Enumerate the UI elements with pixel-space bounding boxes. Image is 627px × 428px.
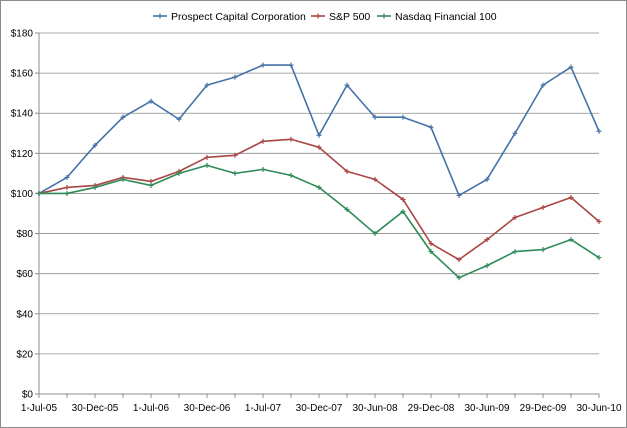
- legend-label: Prospect Capital Corporation: [171, 11, 306, 23]
- series-lines: [36, 62, 602, 281]
- data-point: [428, 249, 434, 255]
- data-point: [36, 190, 42, 196]
- x-tick-label: 29-Dec-08: [408, 403, 455, 414]
- data-point: [484, 263, 490, 269]
- x-tick-label: 1-Jul-07: [245, 403, 282, 414]
- data-point: [428, 124, 434, 130]
- series-line-2: [39, 164, 600, 279]
- x-tick-label: 1-Jul-06: [133, 403, 170, 414]
- data-point: [204, 162, 210, 168]
- data-point: [484, 176, 490, 182]
- legend-item: Nasdaq Financial 100: [377, 11, 497, 23]
- data-point: [176, 116, 182, 122]
- data-point: [428, 241, 434, 247]
- y-tick-label: $40: [16, 309, 33, 320]
- data-point: [400, 196, 406, 202]
- data-point: [540, 82, 546, 88]
- legend-item: S&P 500: [311, 11, 370, 23]
- data-point: [92, 184, 98, 190]
- data-point: [512, 130, 518, 136]
- data-point: [400, 208, 406, 214]
- y-tick-label: $100: [11, 189, 34, 200]
- data-point: [540, 204, 546, 210]
- x-tick-label: 29-Dec-09: [520, 403, 567, 414]
- data-point: [372, 231, 378, 237]
- data-point: [512, 215, 518, 221]
- data-point: [568, 194, 574, 200]
- data-point: [484, 237, 490, 243]
- legend-item: Prospect Capital Corporation: [153, 11, 306, 23]
- x-tick-label: 30-Jun-09: [464, 403, 509, 414]
- data-point: [148, 182, 154, 188]
- data-point: [344, 206, 350, 212]
- data-point: [204, 82, 210, 88]
- data-point: [596, 128, 602, 134]
- x-tick-label: 30-Dec-06: [184, 403, 231, 414]
- data-point: [232, 170, 238, 176]
- data-point: [288, 172, 294, 178]
- x-tick-label: 30-Dec-07: [296, 403, 343, 414]
- y-tick-label: $140: [11, 109, 34, 120]
- data-point: [540, 247, 546, 253]
- data-point: [260, 166, 266, 172]
- data-point: [148, 98, 154, 104]
- data-point: [232, 152, 238, 158]
- data-point: [512, 249, 518, 255]
- data-point: [120, 114, 126, 120]
- series-line-1: [38, 138, 600, 261]
- legend-label: S&P 500: [329, 11, 370, 23]
- data-point: [344, 82, 350, 88]
- data-point: [596, 219, 602, 225]
- y-tick-label: $0: [22, 390, 34, 401]
- data-point: [232, 74, 238, 80]
- y-tick-label: $80: [16, 229, 33, 240]
- data-point: [568, 64, 574, 70]
- x-tick-label: 30-Jun-10: [576, 403, 621, 414]
- data-point: [288, 136, 294, 142]
- y-tick-label: $160: [11, 69, 34, 80]
- data-point: [92, 142, 98, 148]
- data-point: [64, 190, 70, 196]
- data-point: [260, 62, 266, 68]
- x-tick-label: 30-Jun-08: [352, 403, 397, 414]
- legend-label: Nasdaq Financial 100: [395, 11, 497, 23]
- axes: $0 $20 $40 $60 $80 $100 $120 $140 $160 $180 1-Jul-…: [11, 29, 622, 415]
- data-point: [596, 255, 602, 261]
- data-point: [120, 176, 126, 182]
- data-point: [456, 275, 462, 281]
- data-point: [64, 184, 70, 190]
- data-point: [372, 114, 378, 120]
- data-point: [260, 138, 266, 144]
- data-point: [456, 192, 462, 198]
- data-point: [372, 176, 378, 182]
- x-tick-label: 30-Dec-05: [72, 403, 119, 414]
- y-tick-label: $120: [11, 149, 34, 160]
- data-point: [568, 237, 574, 243]
- gridlines: [39, 32, 599, 355]
- data-point: [204, 154, 210, 160]
- legend: Prospect Capital Corporation S&P 500 Nasda…: [153, 11, 497, 23]
- data-point: [456, 257, 462, 263]
- data-point: [316, 132, 322, 138]
- y-tick-label: $60: [16, 269, 33, 280]
- data-point: [288, 62, 294, 68]
- y-tick-label: $180: [11, 29, 34, 40]
- y-tick-label: $20: [16, 349, 33, 360]
- x-tick-label: 1-Jul-05: [21, 403, 58, 414]
- data-point: [316, 144, 322, 150]
- data-point: [316, 184, 322, 190]
- data-point: [344, 168, 350, 174]
- data-point: [176, 170, 182, 176]
- data-point: [64, 174, 70, 180]
- data-point: [400, 114, 406, 120]
